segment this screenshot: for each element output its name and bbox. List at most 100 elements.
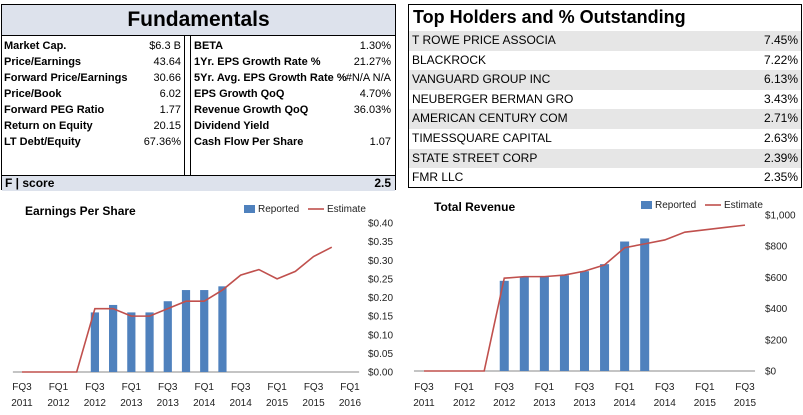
fundamentals-row: Return on Equity 20.15 [2,118,184,134]
x-tick-label: FQ3 [495,382,515,393]
fundamentals-row: BETA 1.30% [192,38,394,54]
x-tick-label: FQ3 [655,382,675,393]
reported-bar [90,312,99,372]
holder-pct: 2.35% [763,170,798,185]
revenue-chart-title: Total Revenue [434,200,516,214]
metric-value: 1.07 [369,136,391,148]
column-divider [184,36,185,175]
metric-value: $6.3 B [149,40,181,52]
holders-title: Top Holders and % Outstanding [413,7,686,27]
x-tick-year: 2015 [302,398,325,409]
metric-label: 1Yr. EPS Growth Rate % [194,56,321,68]
x-tick-year: 2014 [230,398,253,409]
reported-bar [579,271,590,371]
fundamentals-row: 1Yr. EPS Growth Rate % 21.27% [192,54,394,70]
fundamentals-row: EPS Growth QoQ 4.70% [192,86,394,102]
holder-row: FMR LLC 2.35% [409,168,801,188]
x-tick-label: FQ1 [49,382,69,393]
fundamentals-row: 5Yr. Avg. EPS Growth Rate % #N/A N/A [192,70,394,86]
holder-name: AMERICAN CENTURY COM [412,111,568,126]
fundamentals-row: LT Debt/Equity 67.36% [2,134,184,150]
x-tick-year: 2015 [266,398,289,409]
reported-bar [519,276,529,371]
fundamentals-row: Dividend Yield [192,118,394,134]
metric-value: 67.36% [143,136,181,148]
reported-bar [218,286,227,372]
metric-label: Forward PEG Ratio [4,104,105,116]
reported-bar [499,280,509,371]
fscore-label: F | score [5,176,55,190]
y-tick-label: $800 [765,242,788,253]
x-tick-year: 2016 [339,398,362,409]
holder-row: TIMESSQUARE CAPITAL 2.63% [409,129,801,149]
holder-pct: 7.22% [763,52,798,67]
holder-row: T ROWE PRICE ASSOCIA 7.45% [409,31,801,51]
reported-bar [163,301,172,372]
fundamentals-row: Price/Earnings 43.64 [2,54,184,70]
legend-reported-label: Reported [258,204,299,215]
reported-bar [127,312,136,372]
legend-reported-swatch [641,201,652,209]
x-tick-label: FQ3 [575,382,595,393]
fundamentals-title: Fundamentals [2,5,395,36]
reported-bar [620,241,630,371]
metric-label: Forward Price/Earnings [4,72,128,84]
metric-label: EPS Growth QoQ [194,88,285,100]
fundamentals-panel: Fundamentals Market Cap. $6.3 B Price/Earn… [1,4,396,191]
y-tick-label: $0.05 [368,349,393,360]
reported-bar [200,290,209,372]
x-tick-label: FQ1 [454,382,474,393]
metric-value: 36.03% [353,104,391,116]
fundamentals-row: Price/Book 6.02 [2,86,184,102]
metric-label: Cash Flow Per Share [194,136,304,148]
x-tick-label: FQ1 [122,382,142,393]
reported-bar [181,290,191,372]
x-tick-year: 2015 [694,398,717,409]
fscore-value: 2.5 [374,176,391,190]
metric-value: 20.15 [153,120,181,132]
x-tick-year: 2011 [413,398,435,409]
holder-pct: 6.13% [763,72,798,87]
metric-value: 30.66 [153,72,181,84]
x-tick-year: 2011 [11,398,33,409]
holder-pct: 7.45% [763,33,798,47]
x-tick-year: 2013 [533,398,556,409]
metric-label: Revenue Growth QoQ [194,104,309,116]
x-tick-label: FQ3 [12,382,32,393]
x-tick-year: 2014 [654,398,677,409]
column-divider [190,36,191,175]
x-tick-label: FQ3 [304,382,324,393]
metric-value: #N/A N/A [345,72,391,84]
y-tick-label: $1,000 [765,211,796,222]
x-tick-label: FQ3 [231,382,251,393]
estimate-line [22,246,333,373]
fundamentals-row: Forward PEG Ratio 1.77 [2,102,184,118]
metric-value: 21.27% [353,56,391,68]
reported-bar [109,304,118,372]
eps-chart-title: Earnings Per Share [25,204,136,218]
y-tick-label: $0.15 [368,312,393,323]
x-tick-label: FQ1 [615,382,635,393]
legend-reported-swatch [244,205,255,213]
metric-label: Dividend Yield [194,120,270,132]
x-tick-label: FQ1 [267,382,287,393]
estimate-line [424,224,746,372]
holder-row: VANGUARD GROUP INC 6.13% [409,70,801,90]
metric-label: 5Yr. Avg. EPS Growth Rate % [194,72,347,84]
fundamentals-row: Cash Flow Per Share 1.07 [192,134,394,150]
legend-estimate-label: Estimate [327,204,366,215]
metric-value: 6.02 [159,88,181,100]
holder-pct: 3.43% [763,91,798,106]
metric-value: 43.64 [153,56,181,68]
x-tick-label: FQ1 [194,382,214,393]
fundamentals-row: Forward Price/Earnings 30.66 [2,70,184,86]
metric-value: 4.70% [359,88,391,100]
x-tick-label: FQ3 [85,382,105,393]
y-tick-label: $600 [765,273,788,284]
y-tick-label: $0.10 [368,330,393,341]
legend-reported-label: Reported [655,200,696,211]
y-tick-label: $0.25 [368,274,393,285]
y-tick-label: $0.40 [368,219,393,230]
holder-name: VANGUARD GROUP INC [412,72,551,87]
x-tick-year: 2013 [120,398,143,409]
